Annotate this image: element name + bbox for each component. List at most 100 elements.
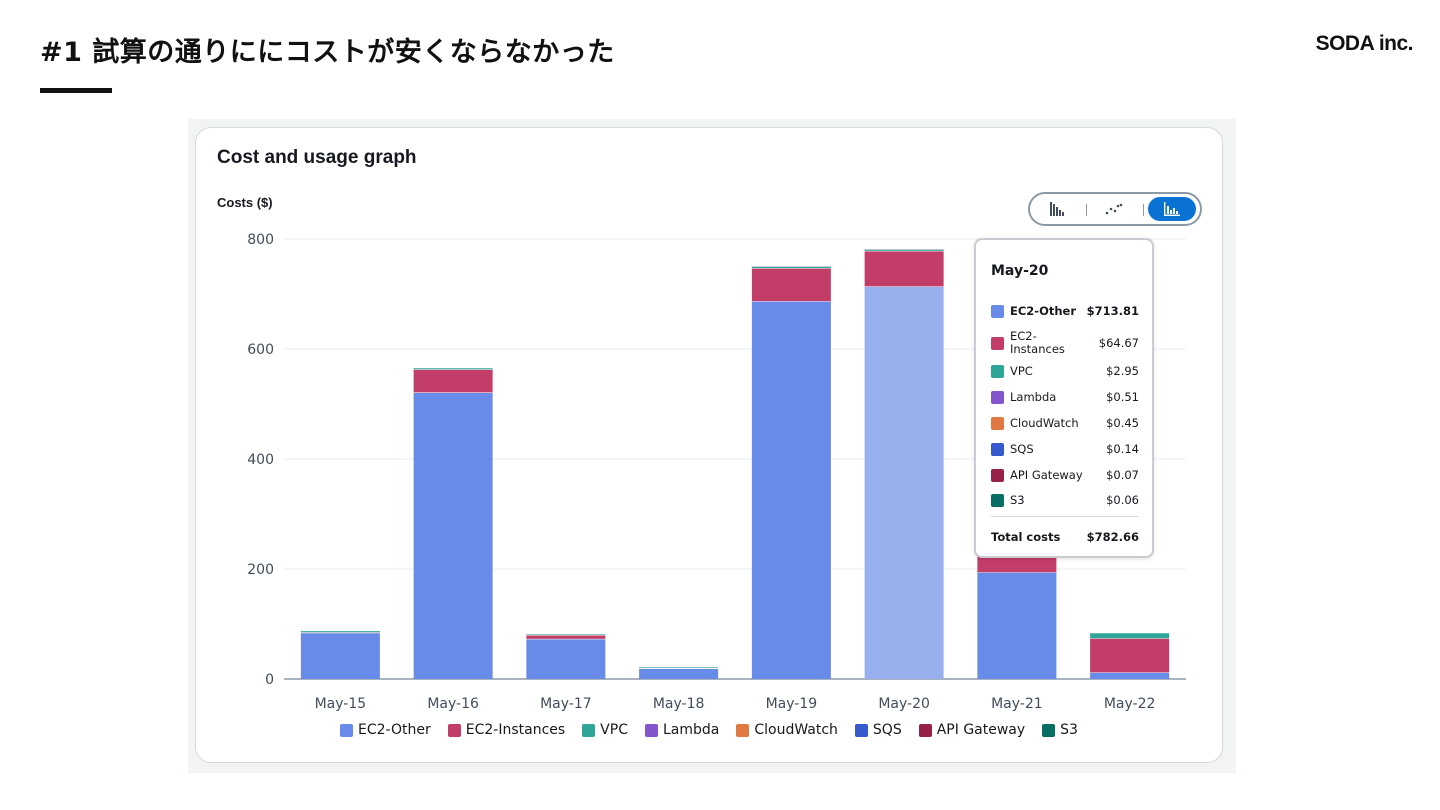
tooltip-total-label: Total costs: [991, 530, 1061, 544]
legend-item[interactable]: EC2-Other: [340, 722, 431, 738]
tooltip-swatch: [991, 336, 1004, 350]
chart-type-toggle: [1028, 192, 1202, 226]
bar-segment[interactable]: [526, 633, 606, 635]
brand-logo: SODA inc.: [1315, 32, 1414, 55]
tooltip-row: Lambda $0.51: [991, 390, 1139, 404]
tooltip-row-label: VPC: [1010, 363, 1033, 378]
tooltip-swatch: [991, 390, 1004, 404]
tooltip-row: EC2-Other $713.81: [991, 304, 1139, 318]
legend-label: EC2-Other: [358, 722, 431, 738]
legend-swatch: [918, 723, 932, 737]
tooltip-swatch: [991, 493, 1004, 507]
bar-segment[interactable]: [639, 666, 719, 668]
legend-label: S3: [1060, 722, 1078, 738]
tooltip-row: S3 $0.06: [991, 493, 1139, 507]
bar-segment[interactable]: [751, 301, 831, 679]
tooltip-row-value: $64.67: [1098, 336, 1139, 350]
y-axis-title: Costs ($): [217, 195, 273, 210]
y-tick-label: 0: [265, 672, 274, 688]
x-tick-label: May-16: [427, 696, 479, 712]
bar-segment[interactable]: [1090, 638, 1170, 673]
y-axis-ticks: 0 200 400 600 800: [247, 232, 274, 688]
tooltip-row: VPC $2.95: [991, 364, 1139, 378]
bar-segment[interactable]: [864, 250, 944, 287]
tooltip-swatch: [991, 416, 1004, 430]
x-tick-label: May-15: [315, 696, 367, 712]
bar-segment[interactable]: [413, 392, 493, 679]
legend-item[interactable]: Lambda: [644, 722, 720, 738]
tooltip-row-label: EC2- Instances: [1010, 329, 1065, 356]
legend-swatch: [736, 723, 750, 737]
legend-swatch: [582, 723, 596, 737]
legend-swatch: [1042, 723, 1056, 737]
x-axis-ticks: May-15 May-16 May-17 May-18 May-19 May-20 May-…: [315, 696, 1156, 712]
legend-item[interactable]: S3: [1042, 722, 1078, 738]
stacked-bar-chart-button[interactable]: [1148, 197, 1196, 221]
y-tick-label: 400: [247, 452, 274, 468]
x-tick-label: May-19: [766, 696, 818, 712]
line-chart-button[interactable]: [1090, 197, 1138, 221]
y-tick-label: 800: [247, 232, 274, 248]
tooltip-row: EC2- Instances $64.67: [991, 330, 1139, 356]
tooltip-total-value: $782.66: [1086, 530, 1139, 544]
bar-segment[interactable]: [639, 668, 719, 679]
y-tick-label: 200: [247, 562, 274, 578]
tooltip-swatch: [991, 468, 1004, 482]
legend-label: EC2-Instances: [465, 722, 566, 738]
bar-segment[interactable]: [300, 632, 380, 679]
bar-segment[interactable]: [977, 572, 1057, 679]
bar-segment[interactable]: [1090, 672, 1170, 679]
bar-segment[interactable]: [864, 286, 944, 679]
bar-segment[interactable]: [413, 369, 493, 393]
stacked-bar-chart-icon: [1164, 202, 1180, 216]
x-tick-label: May-21: [991, 696, 1043, 712]
legend-item[interactable]: SQS: [854, 722, 902, 738]
legend-item[interactable]: VPC: [582, 722, 628, 738]
tooltip-row-value: $0.45: [1106, 416, 1139, 430]
legend-swatch: [854, 723, 868, 737]
tooltip-row-value: $0.14: [1106, 442, 1139, 456]
tooltip-row-value: $0.06: [1106, 493, 1139, 507]
line-chart-icon: [1105, 203, 1123, 215]
tooltip-total: Total costs $782.66: [991, 530, 1139, 544]
x-tick-label: May-18: [653, 696, 705, 712]
title-underline: [40, 88, 112, 93]
tooltip-swatch: [991, 364, 1004, 378]
tooltip-row-label: EC2-Other: [1010, 303, 1077, 318]
toggle-separator: [1086, 204, 1087, 216]
tooltip-row-value: $0.07: [1106, 468, 1139, 482]
legend-label: API Gateway: [936, 722, 1026, 738]
bar-chart-icon: [1050, 202, 1064, 216]
bar-segment[interactable]: [526, 638, 606, 679]
tooltip-row-label: SQS: [1010, 441, 1034, 456]
x-tick-label: May-20: [878, 696, 930, 712]
x-tick-label: May-22: [1104, 696, 1156, 712]
tooltip-row: API Gateway $0.07: [991, 468, 1139, 482]
y-tick-label: 600: [247, 342, 274, 358]
bar-segment[interactable]: [864, 249, 944, 251]
bar-segment[interactable]: [1090, 632, 1170, 639]
hover-tooltip: May-20 EC2-Other $713.81 EC2- Instances $64…: [974, 238, 1154, 558]
slide-title: #1 試算の通りににコストが安くならなかった: [40, 37, 615, 68]
bar-segment[interactable]: [751, 268, 831, 302]
bar-segment[interactable]: [300, 630, 380, 633]
tooltip-row-value: $0.51: [1106, 390, 1139, 404]
legend-swatch: [447, 723, 461, 737]
legend-label: SQS: [872, 722, 902, 738]
bar-segment[interactable]: [413, 367, 493, 370]
tooltip-date: May-20: [991, 263, 1049, 279]
chart-legend: EC2-Other EC2-Instances VPC Lambda CloudWatc…: [195, 722, 1223, 738]
bar-segment[interactable]: [526, 635, 606, 639]
legend-label: Lambda: [662, 722, 720, 738]
card-title: Cost and usage graph: [217, 147, 417, 168]
toggle-separator: [1143, 204, 1144, 216]
tooltip-row-label: S3: [1010, 492, 1025, 507]
legend-item[interactable]: CloudWatch: [736, 722, 838, 738]
bar-chart-button[interactable]: [1034, 197, 1082, 221]
legend-item[interactable]: EC2-Instances: [447, 722, 566, 738]
legend-item[interactable]: API Gateway: [918, 722, 1026, 738]
tooltip-row-label: API Gateway: [1010, 467, 1083, 482]
bar-segment[interactable]: [751, 266, 831, 269]
tooltip-row-value: $713.81: [1086, 304, 1139, 318]
